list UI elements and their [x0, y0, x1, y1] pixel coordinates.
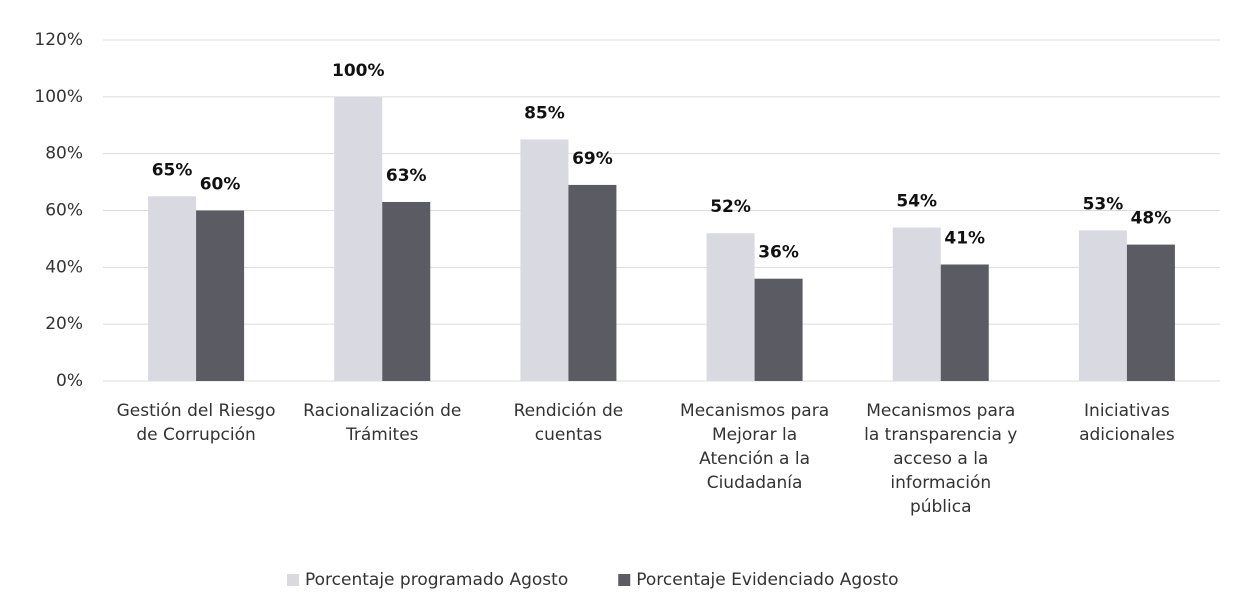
value-label: 60% — [200, 175, 241, 195]
value-label: 100% — [332, 61, 385, 81]
bar — [940, 264, 989, 381]
bar — [754, 278, 803, 381]
x-tick-label: Rendición de cuentas — [514, 401, 624, 445]
x-tick-label-line: pública — [910, 497, 972, 517]
x-tick-label-line: adicionales — [1079, 425, 1175, 445]
x-tick-label-line: Gestión del Riesgo — [117, 401, 276, 421]
x-tick-label-line: Mecanismos para — [680, 401, 829, 421]
x-tick-label-line: cuentas — [535, 425, 602, 445]
legend-swatch — [618, 574, 631, 586]
x-tick-label-line: información — [890, 473, 991, 493]
y-tick-label: 0% — [56, 371, 83, 391]
y-tick-label: 60% — [45, 201, 83, 221]
x-tick-label-line: Mejorar la — [712, 425, 797, 445]
value-label: 36% — [758, 243, 799, 263]
value-label: 53% — [1083, 194, 1124, 214]
value-label: 41% — [944, 228, 985, 248]
x-tick-label: Racionalización de Trámites — [303, 401, 461, 445]
x-tick-label-line: Atención a la — [699, 449, 810, 469]
x-tick-label: Iniciativas adicionales — [1079, 401, 1175, 445]
value-label: 54% — [896, 192, 937, 212]
value-label: 63% — [386, 166, 427, 186]
y-tick-label: 80% — [45, 144, 83, 164]
y-tick-label: 100% — [34, 87, 83, 107]
bar — [334, 96, 383, 381]
y-tick-label: 20% — [45, 314, 83, 334]
bar — [568, 184, 617, 381]
bar — [1126, 244, 1175, 381]
x-tick-label-line: Ciudadanía — [707, 473, 803, 493]
value-label: 52% — [710, 197, 751, 217]
x-tick-label-line: de Corrupción — [136, 425, 255, 445]
legend-swatch — [287, 574, 299, 586]
x-tick-label-line: Iniciativas — [1084, 401, 1170, 421]
value-label: 48% — [1131, 209, 1172, 229]
bar — [706, 233, 755, 381]
legend-label: Porcentaje programado Agosto — [305, 570, 568, 590]
x-tick-label-line: la transparencia y — [864, 425, 1017, 445]
bar — [148, 196, 197, 381]
x-tick-label: Mecanismos para la transparencia y acceso … — [864, 401, 1017, 517]
bar — [382, 201, 431, 381]
bar — [196, 210, 245, 381]
y-tick-label: 40% — [45, 257, 83, 277]
x-tick-label: Mecanismos para Mejorar la Atención a la Ci… — [680, 401, 829, 493]
bar — [892, 227, 941, 381]
bar — [1078, 230, 1127, 381]
value-label: 69% — [572, 149, 613, 169]
legend-label: Porcentaje Evidenciado Agosto — [636, 570, 898, 590]
x-tick-label-line: Trámites — [345, 425, 419, 445]
value-label: 65% — [152, 160, 193, 180]
x-tick-label-line: Racionalización de — [303, 401, 461, 421]
bar — [520, 139, 569, 381]
x-tick-label-line: Rendición de — [514, 401, 624, 421]
y-tick-label: 120% — [34, 30, 83, 50]
x-tick-label: Gestión del Riesgo de Corrupción — [117, 401, 276, 445]
x-tick-label-line: acceso a la — [893, 449, 988, 469]
x-tick-label-line: Mecanismos para — [866, 401, 1015, 421]
value-label: 85% — [524, 103, 565, 123]
